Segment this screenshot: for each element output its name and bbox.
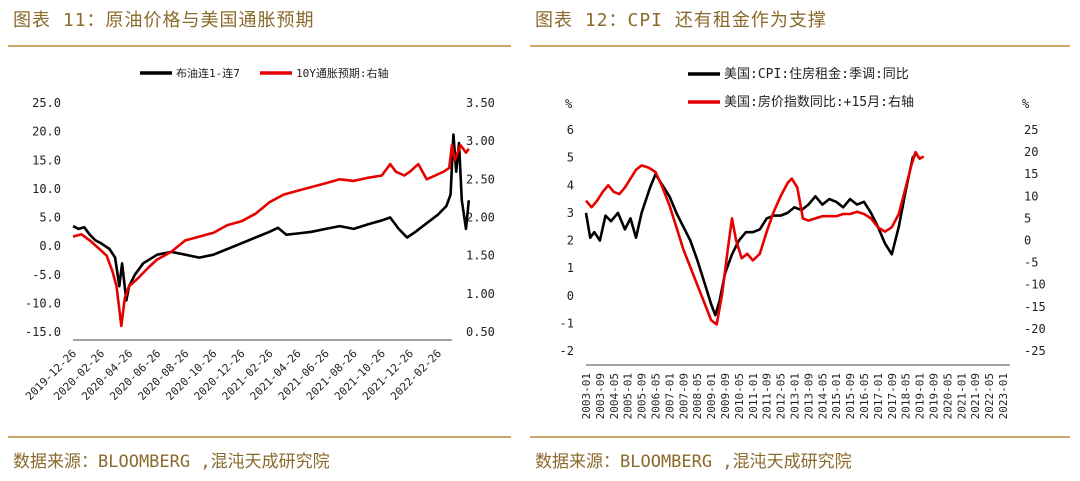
right-y-right-tick-label: 20 — [1024, 145, 1038, 159]
right-x-tick-label: 2022-05 — [983, 373, 996, 419]
right-y-left-tick-label: 5 — [567, 151, 574, 165]
left-chart-title: 图表 11：原油价格与美国通胀预期 — [13, 10, 315, 31]
left-y-left-tick-label: 15.0 — [32, 153, 61, 167]
right-y-right-tick-label: 15 — [1024, 167, 1038, 181]
right-x-tick-label: 2013-01 — [789, 373, 802, 419]
right-y-right-tick-label: 10 — [1024, 189, 1038, 203]
right-title-rule — [530, 45, 1070, 47]
right-x-tick-label: 2003-09 — [594, 373, 607, 419]
right-chart-source: 数据来源：BLOOMBERG ,混沌天成研究院 — [535, 452, 852, 472]
right-y-right-tick-label: -10 — [1024, 278, 1046, 292]
right-y-left-tick-label: 1 — [567, 261, 574, 275]
left-y-right-tick-label: 3.50 — [466, 96, 495, 110]
right-x-tick-label: 2014-05 — [816, 373, 829, 419]
right-y-right-tick-label: 0 — [1024, 234, 1031, 248]
right-x-tick-label: 2023-01 — [997, 373, 1010, 419]
left-y-right-tick-label: 1.00 — [466, 287, 495, 301]
left-y-left-tick-label: -10.0 — [25, 296, 61, 310]
left-y-right-tick-label: 3.00 — [466, 134, 495, 148]
right-chart-title: 图表 12：CPI 还有租金作为支撑 — [535, 10, 827, 31]
right-x-tick-label: 2005-09 — [636, 373, 649, 419]
left-series-line-1 — [72, 133, 471, 302]
right-source-rule — [530, 436, 1070, 438]
right-x-tick-label: 2012-05 — [775, 373, 788, 419]
right-x-tick-label: 2013-09 — [802, 373, 815, 419]
right-legend-label-2: 美国:房价指数同比:+15月:右轴 — [724, 94, 914, 110]
right-y-right-tick-label: -5 — [1024, 256, 1038, 270]
right-x-tick-label: 2017-01 — [872, 373, 885, 419]
right-x-tick-label: 2021-09 — [969, 373, 982, 419]
left-y-right-tick-label: 2.00 — [466, 211, 495, 225]
right-y-left-tick-label: 6 — [567, 123, 574, 137]
right-y-left-tick-label: 3 — [567, 206, 574, 220]
right-y-right-unit: % — [1022, 97, 1030, 111]
right-series-line-2 — [585, 150, 925, 326]
left-y-right-tick-label: 1.50 — [466, 249, 495, 263]
right-y-right-tick-label: -15 — [1024, 300, 1046, 314]
right-y-left-tick-label: 4 — [567, 178, 574, 192]
right-x-tick-label: 2007-09 — [677, 373, 690, 419]
right-x-tick-label: 2011-09 — [761, 373, 774, 419]
left-y-left-tick-label: 25.0 — [32, 96, 61, 110]
left-legend-label-2: 10Y通胀预期:右轴 — [296, 66, 389, 80]
left-y-left-tick-label: 0.0 — [39, 239, 61, 253]
right-y-right-tick-label: 5 — [1024, 211, 1031, 225]
left-y-right-tick-label: 2.50 — [466, 172, 495, 186]
right-x-tick-label: 2009-01 — [705, 373, 718, 419]
right-legend-label-1: 美国:CPI:住房租金:季调:同比 — [724, 66, 909, 82]
right-series-line-1 — [584, 153, 917, 317]
left-y-left-tick-label: -5.0 — [32, 268, 61, 282]
right-x-tick-label: 2021-01 — [955, 373, 968, 419]
left-y-left-tick-label: 20.0 — [32, 125, 61, 139]
right-y-left-tick-label: 0 — [567, 289, 574, 303]
right-y-right-tick-label: -25 — [1024, 344, 1046, 358]
right-x-tick-label: 2005-01 — [622, 373, 635, 419]
right-x-tick-label: 2015-01 — [830, 373, 843, 419]
right-y-right-tick-label: 25 — [1024, 123, 1038, 137]
right-x-tick-label: 2006-05 — [650, 373, 663, 419]
right-x-tick-label: 2015-09 — [844, 373, 857, 419]
right-x-tick-label: 2009-09 — [719, 373, 732, 419]
left-y-right-tick-label: 0.50 — [466, 325, 495, 339]
right-x-tick-label: 2007-01 — [663, 373, 676, 419]
right-x-tick-label: 2019-01 — [914, 373, 927, 419]
right-y-right-tick-label: -20 — [1024, 322, 1046, 336]
right-x-tick-label: 2019-09 — [928, 373, 941, 419]
left-source-rule — [8, 436, 511, 438]
right-x-tick-label: 2018-05 — [900, 373, 913, 419]
right-x-tick-label: 2011-01 — [747, 373, 760, 419]
left-y-left-tick-label: -15.0 — [25, 325, 61, 339]
right-x-tick-label: 2003-01 — [580, 373, 593, 419]
right-y-left-tick-label: 2 — [567, 234, 574, 248]
right-x-tick-label: 2017-09 — [886, 373, 899, 419]
right-x-tick-label: 2004-05 — [608, 373, 621, 419]
right-x-tick-label: 2016-05 — [858, 373, 871, 419]
right-x-tick-label: 2020-05 — [941, 373, 954, 419]
right-x-tick-label: 2010-05 — [733, 373, 746, 419]
left-series-line-2 — [72, 143, 470, 328]
right-y-left-tick-label: -1 — [560, 316, 574, 330]
left-y-left-tick-label: 10.0 — [32, 182, 61, 196]
left-y-left-tick-label: 5.0 — [39, 211, 61, 225]
left-legend-label-1: 布油连1-连7 — [176, 66, 240, 80]
left-chart-source: 数据来源：BLOOMBERG ,混沌天成研究院 — [13, 452, 330, 472]
right-x-tick-label: 2008-05 — [691, 373, 704, 419]
right-y-left-unit: % — [565, 97, 573, 111]
left-title-rule — [8, 45, 511, 47]
right-y-left-tick-label: -2 — [560, 344, 574, 358]
